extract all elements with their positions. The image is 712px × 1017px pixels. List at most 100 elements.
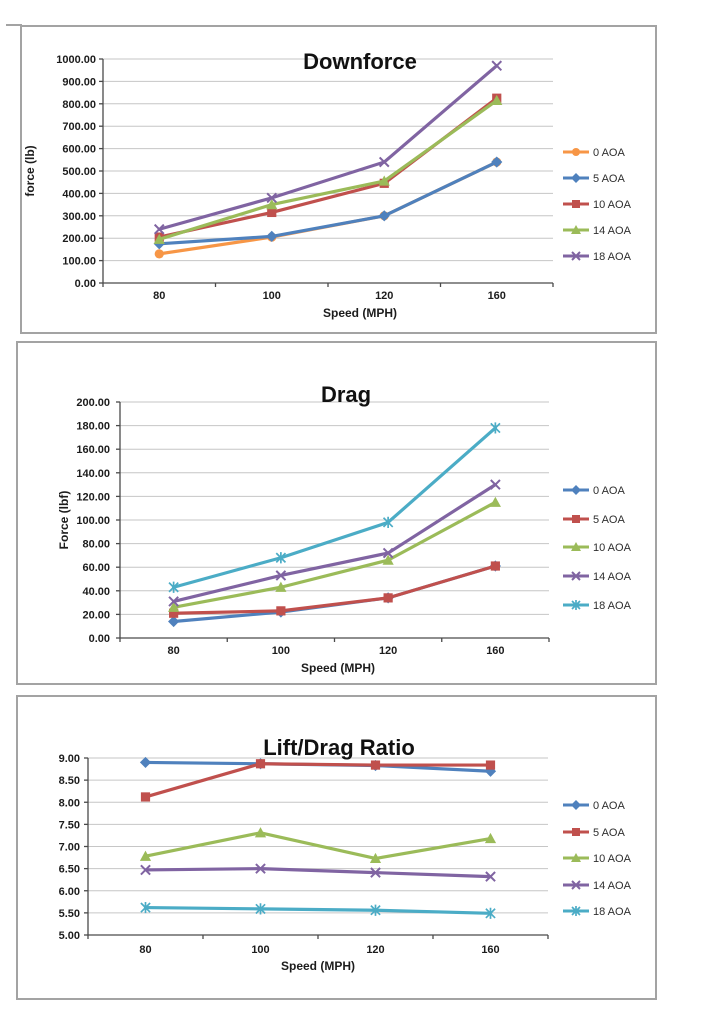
legend-swatch-marker-5-aoa xyxy=(572,515,580,523)
drag-chart: 0.00 20.00 40.00 60.00 80.00 100.00 120.00 140.… xyxy=(16,341,657,685)
marker-10-aoa-120 xyxy=(369,852,382,864)
marker-5-aoa-80 xyxy=(140,792,151,802)
y-axis-title: Force (lbf) xyxy=(57,491,71,550)
marker-0-aoa-80 xyxy=(168,615,180,628)
drag-chart-panel[interactable]: 0.00 20.00 40.00 60.00 80.00 100.00 120.00 140.… xyxy=(16,341,657,685)
marker-5-aoa-120 xyxy=(370,760,381,770)
series-line-14-aoa xyxy=(157,98,499,241)
y-tick-label: 160.00 xyxy=(76,444,110,456)
marker-5-aoa-80 xyxy=(169,608,179,618)
legend-swatch-marker-14-aoa xyxy=(571,880,581,890)
x-tick-label: 80 xyxy=(139,944,151,956)
legend-label-14-aoa: 14 AOA xyxy=(593,225,632,237)
x-tick-label: 160 xyxy=(486,645,504,657)
marker-10-aoa-100 xyxy=(275,581,287,592)
marker-10-aoa-160 xyxy=(484,832,497,844)
legend-swatch-marker-5-aoa xyxy=(572,828,580,836)
stray-border-artifact xyxy=(6,24,22,26)
marker-10-aoa-100 xyxy=(267,207,277,218)
y-tick-label: 6.00 xyxy=(59,886,80,898)
marker-14-aoa-160 xyxy=(485,871,496,882)
x-tick-label: 120 xyxy=(375,290,393,302)
series-line-14-aoa xyxy=(172,483,497,604)
marker-14-aoa-100 xyxy=(255,863,266,874)
y-tick-label: 180.00 xyxy=(76,421,110,433)
legend-label-10-aoa: 10 AOA xyxy=(593,853,632,865)
y-tick-label: 200.00 xyxy=(62,233,96,245)
chart-frame xyxy=(20,25,657,334)
marker-14-aoa-80 xyxy=(168,596,179,607)
series-line-5-aoa xyxy=(143,762,493,799)
legend-label-0-aoa: 0 AOA xyxy=(593,147,625,159)
marker-18-aoa-80 xyxy=(168,581,179,593)
y-tick-label: 700.00 xyxy=(62,121,96,133)
y-axis-title: force (lb) xyxy=(23,145,37,196)
legend-label-5-aoa: 5 AOA xyxy=(593,514,625,526)
marker-18-aoa-120 xyxy=(382,516,394,528)
x-tick-label: 120 xyxy=(366,944,384,956)
series-line-14-aoa xyxy=(143,867,493,879)
marker-0-aoa-80 xyxy=(154,249,164,259)
y-tick-label: 8.00 xyxy=(59,797,80,809)
downforce-chart-panel[interactable]: 0.00 100.00 200.00 300.00 400.00 500.00 600.00… xyxy=(20,25,657,334)
marker-18-aoa-160 xyxy=(491,60,503,72)
chart-frame xyxy=(16,341,657,685)
y-tick-label: 60.00 xyxy=(82,562,110,574)
x-tick-label: 80 xyxy=(168,645,180,657)
marker-5-aoa-120 xyxy=(383,593,393,603)
marker-5-aoa-100 xyxy=(276,606,286,616)
marker-10-aoa-80 xyxy=(168,601,180,612)
x-tick-label: 160 xyxy=(481,944,499,956)
marker-5-aoa-160 xyxy=(485,760,496,770)
legend-swatch-marker-0-aoa xyxy=(571,485,581,495)
chart-frame xyxy=(16,695,657,1000)
marker-5-aoa-120 xyxy=(378,210,390,222)
x-axis-title: Speed (MPH) xyxy=(301,661,375,675)
x-tick-label: 100 xyxy=(263,290,281,302)
marker-14-aoa-120 xyxy=(382,547,394,559)
y-tick-label: 200.00 xyxy=(76,397,110,409)
series-line-18-aoa xyxy=(157,64,499,231)
y-tick-label: 5.50 xyxy=(59,908,80,920)
chart-title: Lift/Drag Ratio xyxy=(263,735,415,760)
x-tick-label: 100 xyxy=(272,645,290,657)
marker-18-aoa-100 xyxy=(275,552,287,564)
x-tick-label: 120 xyxy=(379,645,397,657)
marker-14-aoa-120 xyxy=(370,867,381,878)
chart-title: Drag xyxy=(321,382,371,407)
y-tick-label: 6.50 xyxy=(59,864,80,876)
y-tick-label: 600.00 xyxy=(62,144,96,156)
y-tick-label: 9.00 xyxy=(59,753,80,765)
legend-swatch-marker-0-aoa xyxy=(571,800,581,810)
marker-18-aoa-80 xyxy=(153,223,165,235)
y-tick-label: 500.00 xyxy=(62,166,96,178)
y-tick-label: 40.00 xyxy=(82,586,110,598)
y-tick-label: 800.00 xyxy=(62,99,96,111)
legend-swatch-marker-18-aoa xyxy=(571,600,581,610)
marker-14-aoa-160 xyxy=(490,479,501,490)
x-axis-title: Speed (MPH) xyxy=(281,959,355,973)
y-tick-label: 140.00 xyxy=(76,468,110,480)
legend-label-14-aoa: 14 AOA xyxy=(593,880,632,892)
y-tick-label: 300.00 xyxy=(62,211,96,223)
marker-18-aoa-120 xyxy=(370,904,381,916)
y-tick-label: 5.00 xyxy=(59,930,80,942)
marker-14-aoa-120 xyxy=(378,175,390,186)
lift-drag-ratio-chart-panel[interactable]: 5.00 5.50 6.00 6.50 7.00 7.50 8.00 8.50 9.00 80 10… xyxy=(16,695,657,1000)
marker-18-aoa-160 xyxy=(490,422,501,434)
y-tick-label: 1000.00 xyxy=(56,54,96,66)
series-line-5-aoa xyxy=(172,564,497,615)
legend-swatch-marker-10-aoa xyxy=(571,853,581,862)
downforce-chart: 0.00 100.00 200.00 300.00 400.00 500.00 600.00… xyxy=(20,25,657,334)
y-tick-label: 100.00 xyxy=(76,515,110,527)
marker-10-aoa-160 xyxy=(489,496,501,507)
y-tick-label: 900.00 xyxy=(62,76,96,88)
y-tick-label: 0.00 xyxy=(89,633,110,645)
marker-18-aoa-100 xyxy=(266,192,278,204)
series-line-5-aoa xyxy=(157,160,499,246)
legend-label-5-aoa: 5 AOA xyxy=(593,827,625,839)
lift-drag-ratio-chart: 5.00 5.50 6.00 6.50 7.00 7.50 8.00 8.50 9.00 80 10… xyxy=(16,695,657,1000)
chart-title: Downforce xyxy=(303,49,417,74)
legend-label-10-aoa: 10 AOA xyxy=(593,542,632,554)
y-tick-label: 7.00 xyxy=(59,842,80,854)
